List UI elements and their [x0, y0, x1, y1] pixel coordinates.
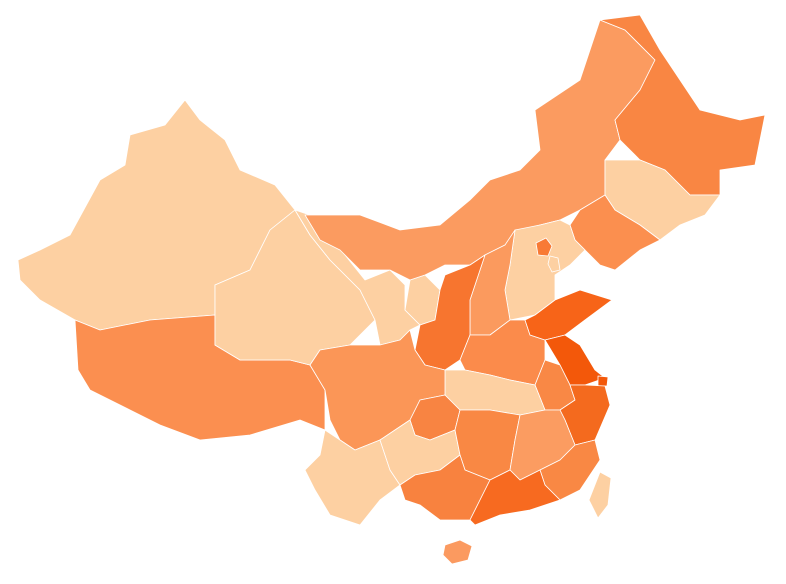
region-guangdong[interactable]: [469, 469, 561, 526]
region-shanghai[interactable]: [597, 375, 609, 387]
region-taiwan[interactable]: [588, 471, 612, 519]
region-tianjin[interactable]: [547, 255, 561, 273]
region-shandong[interactable]: [524, 289, 613, 341]
region-tibet[interactable]: [74, 314, 326, 441]
region-yunnan[interactable]: [304, 429, 401, 526]
region-hainan[interactable]: [442, 539, 473, 565]
region-beijing[interactable]: [535, 237, 553, 257]
